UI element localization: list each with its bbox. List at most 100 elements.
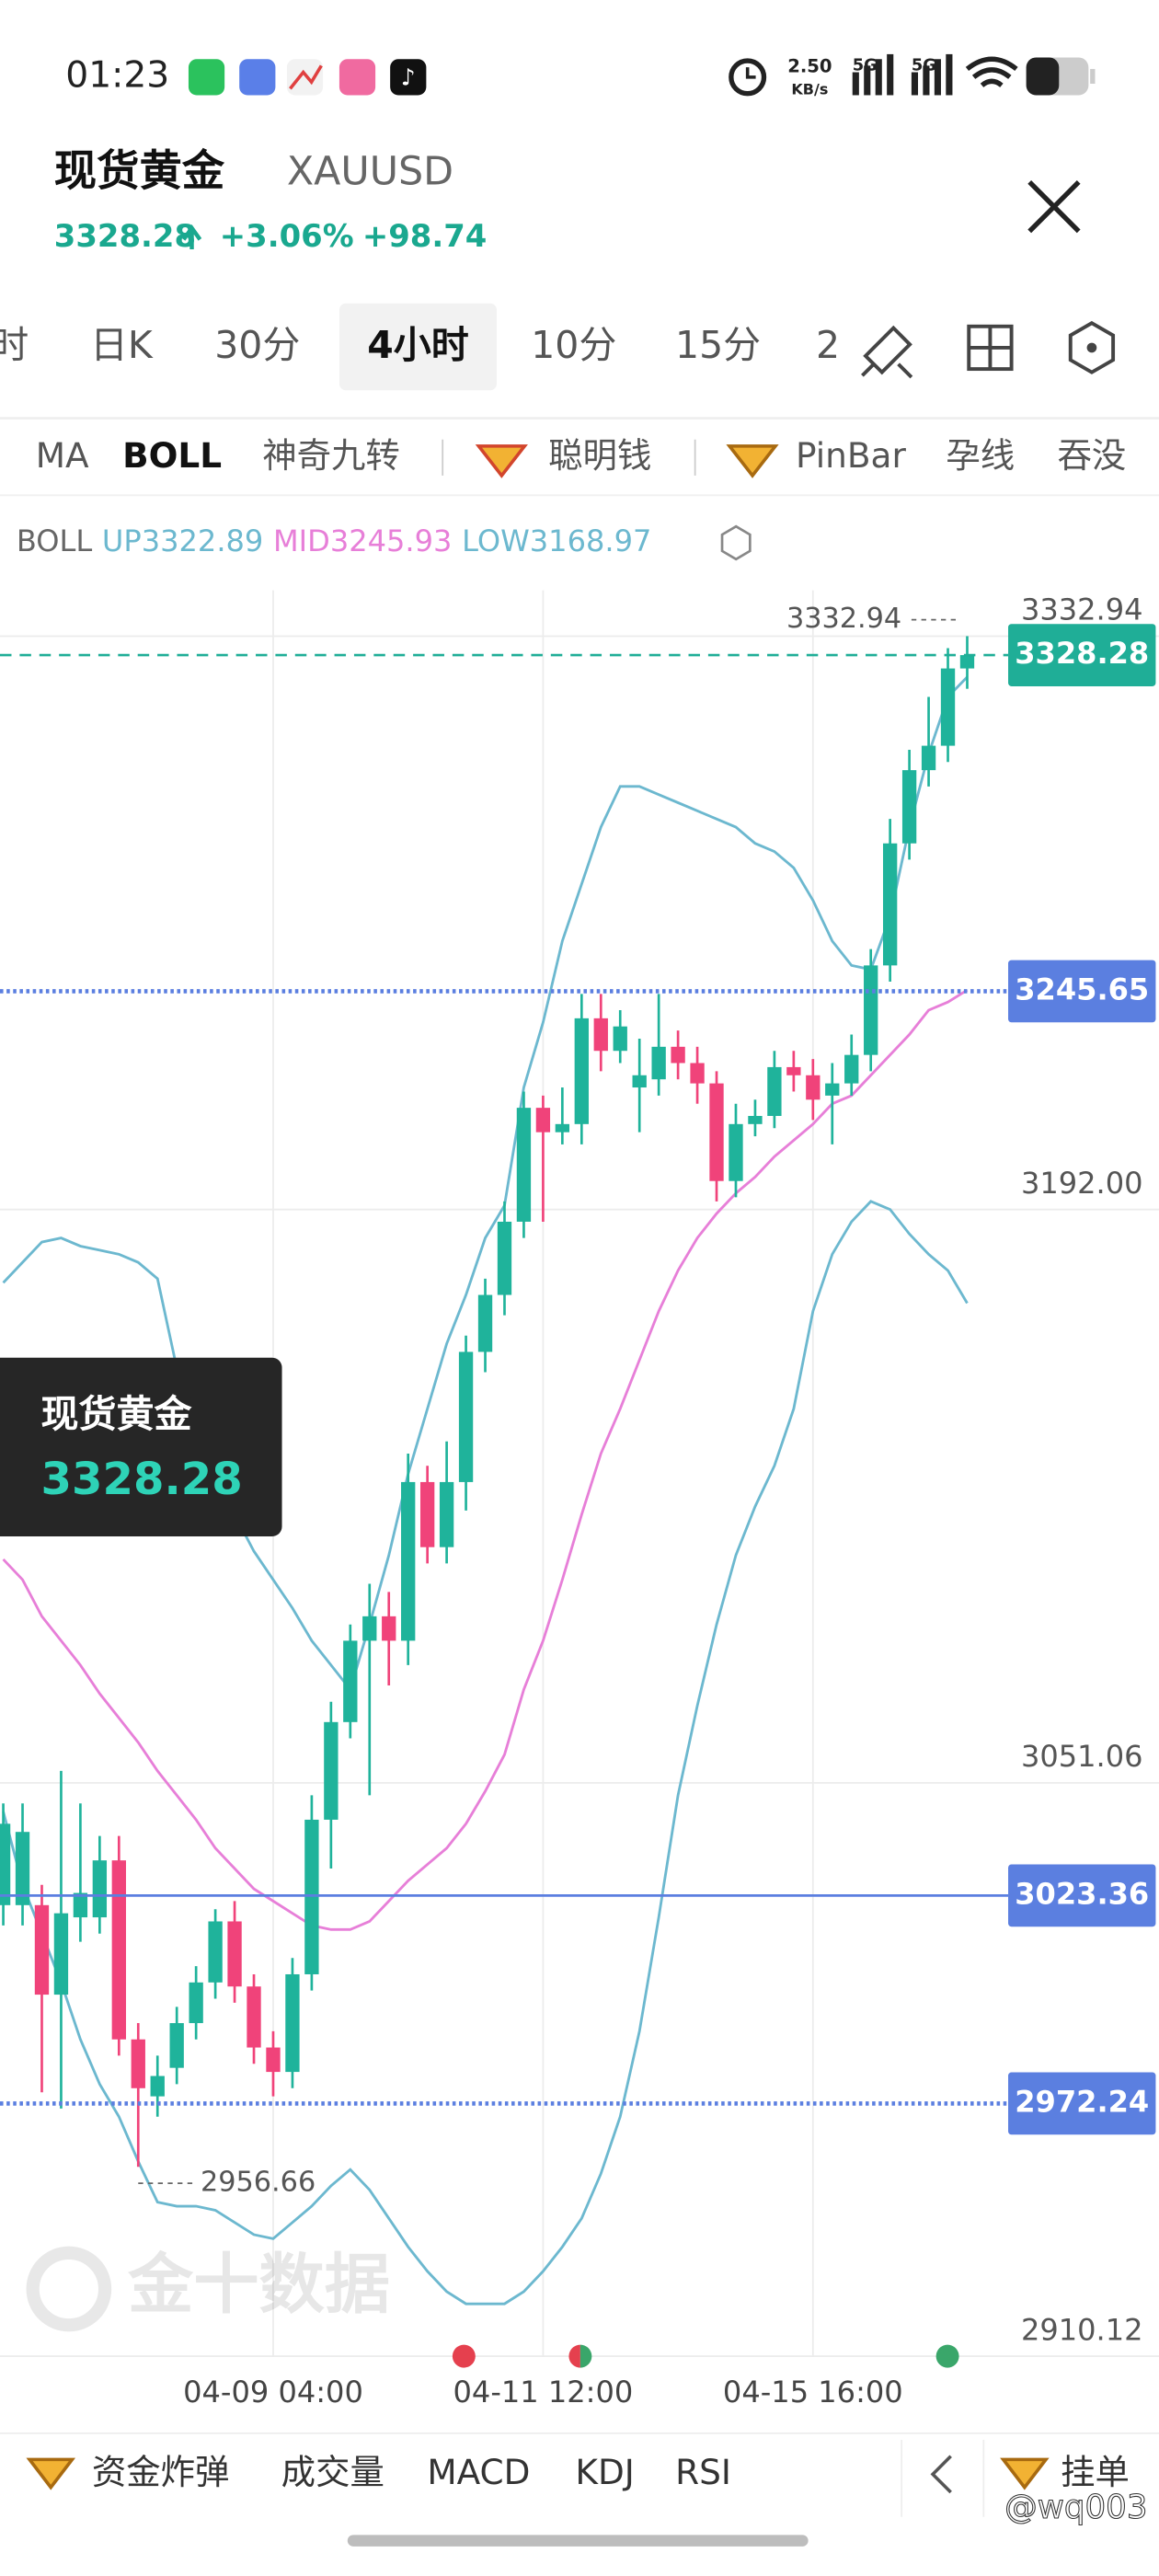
- candle-body: [921, 745, 936, 771]
- price-tag: [1008, 1864, 1156, 1927]
- candle-body: [15, 1832, 30, 1905]
- boll-settings[interactable]: [720, 524, 752, 561]
- indicator-tab[interactable]: PinBar: [796, 435, 906, 476]
- candle-body: [419, 1481, 435, 1547]
- candle-body: [729, 1123, 743, 1181]
- candle-body: [0, 1823, 11, 1905]
- price-tag-label: 3245.65: [1015, 972, 1149, 1006]
- app-icons: ♪: [188, 59, 427, 96]
- candle-body: [382, 1616, 396, 1641]
- indicator-tab[interactable]: BOLL: [122, 435, 222, 476]
- candle-body: [651, 1046, 666, 1080]
- candle-body: [864, 965, 878, 1055]
- candle-body: [208, 1921, 223, 1983]
- candle-body: [304, 1819, 319, 1974]
- candle-body: [343, 1640, 358, 1722]
- indicator-separators: [442, 439, 779, 478]
- y-tick-label: 2910.12: [1021, 2312, 1143, 2347]
- price-tag-label: 3328.28: [1015, 636, 1149, 671]
- timeframe-tab[interactable]: 2: [816, 323, 840, 367]
- candle-body: [150, 2076, 165, 2097]
- candle-body: [92, 1860, 108, 1918]
- indicator-tab[interactable]: 聪明钱: [548, 435, 651, 476]
- candle-body: [671, 1046, 685, 1064]
- candle-body: [825, 1083, 840, 1096]
- collapse-button[interactable]: [930, 2455, 952, 2494]
- timeframe-tabs: 时 日K 30分 4小时 10分 15分 2: [0, 303, 840, 391]
- candle-body: [767, 1066, 782, 1116]
- y-tick-label: 3192.00: [1021, 1166, 1143, 1201]
- toolbar-icons: [861, 320, 1116, 379]
- user-watermark: @wq003: [1004, 2489, 1147, 2526]
- candle-body: [324, 1721, 339, 1820]
- candle-body: [613, 1026, 627, 1052]
- candle-body: [189, 1982, 203, 2024]
- candle-body: [247, 1986, 261, 2048]
- candle-body: [632, 1075, 647, 1088]
- boll-line: [2, 988, 969, 1931]
- timeframe-tab[interactable]: 4小时: [367, 323, 469, 367]
- candle-body: [748, 1115, 763, 1124]
- candle-body: [497, 1221, 512, 1295]
- event-markers: [452, 2344, 959, 2368]
- bottom-tab[interactable]: 资金炸弹: [92, 2452, 230, 2492]
- candle-body: [111, 1860, 126, 2040]
- candle-body: [806, 1075, 820, 1100]
- order-icon: [1000, 2457, 1050, 2490]
- timeframe-tab[interactable]: 10分: [531, 323, 616, 367]
- svg-text:♪: ♪: [401, 64, 416, 91]
- candle-body: [53, 1913, 69, 1995]
- indicator-tab[interactable]: 孕线: [946, 435, 1015, 476]
- net-speed-unit: KB/s: [791, 81, 828, 98]
- timeframe-tab[interactable]: 15分: [675, 323, 761, 367]
- candle-body: [574, 1018, 589, 1124]
- boll-line: [2, 1200, 969, 2306]
- bottom-tab[interactable]: RSI: [675, 2452, 731, 2492]
- price-tag: [1008, 2072, 1156, 2135]
- status-icons: [729, 53, 1096, 97]
- timeframe-tab[interactable]: 时: [0, 323, 29, 367]
- indicator-tab[interactable]: 神奇九转: [262, 435, 400, 476]
- bottom-tab[interactable]: MACD: [427, 2452, 530, 2492]
- indicator-tab[interactable]: 吞没: [1058, 435, 1127, 476]
- indicator-tab[interactable]: MA: [36, 435, 89, 476]
- timeframe-tab[interactable]: 日K: [90, 323, 154, 367]
- candle-body: [535, 1108, 551, 1133]
- low-label: 2956.66: [201, 2167, 316, 2199]
- candle-body: [73, 1892, 88, 1918]
- candle-body: [458, 1351, 474, 1482]
- candle-body: [285, 1973, 300, 2073]
- instrument-title: 现货黄金: [54, 146, 225, 196]
- network-type: 5G: [853, 55, 878, 75]
- candle-body: [882, 843, 898, 966]
- candle-body: [401, 1481, 416, 1641]
- order-button[interactable]: 挂单: [1061, 2452, 1130, 2492]
- price-tag-label: 2972.24: [1015, 2084, 1149, 2119]
- up-arrow: [181, 224, 202, 249]
- bottom-tab[interactable]: KDJ: [575, 2452, 634, 2492]
- candle-body: [901, 770, 917, 844]
- timeframe-tab[interactable]: 30分: [214, 323, 300, 367]
- last-price: 3328.28: [54, 218, 196, 254]
- settings-tool[interactable]: [1068, 320, 1116, 374]
- candle-body: [362, 1616, 377, 1641]
- draw-tool[interactable]: [861, 325, 913, 379]
- candle-body: [34, 1904, 50, 1995]
- candle-body: [266, 2047, 281, 2073]
- tooltip-price: 3328.28: [41, 1454, 243, 1505]
- x-tick-label: 04-09 04:00: [183, 2375, 363, 2409]
- close-button[interactable]: [1027, 180, 1081, 234]
- bomb-icon: [26, 2457, 76, 2490]
- change-value: +98.74: [362, 218, 487, 254]
- candle-body: [844, 1054, 859, 1084]
- price-tag: [1008, 624, 1156, 686]
- change-pct: +3.06%: [220, 218, 354, 254]
- x-tick-label: 04-11 12:00: [453, 2375, 634, 2409]
- watermark: 金十数据: [26, 2247, 390, 2332]
- instrument-symbol: XAUUSD: [287, 149, 453, 195]
- bottom-tab[interactable]: 成交量: [281, 2452, 384, 2492]
- boll-line: [2, 675, 969, 1693]
- price-tag-label: 3023.36: [1015, 1876, 1149, 1911]
- price-tag: [1008, 960, 1156, 1023]
